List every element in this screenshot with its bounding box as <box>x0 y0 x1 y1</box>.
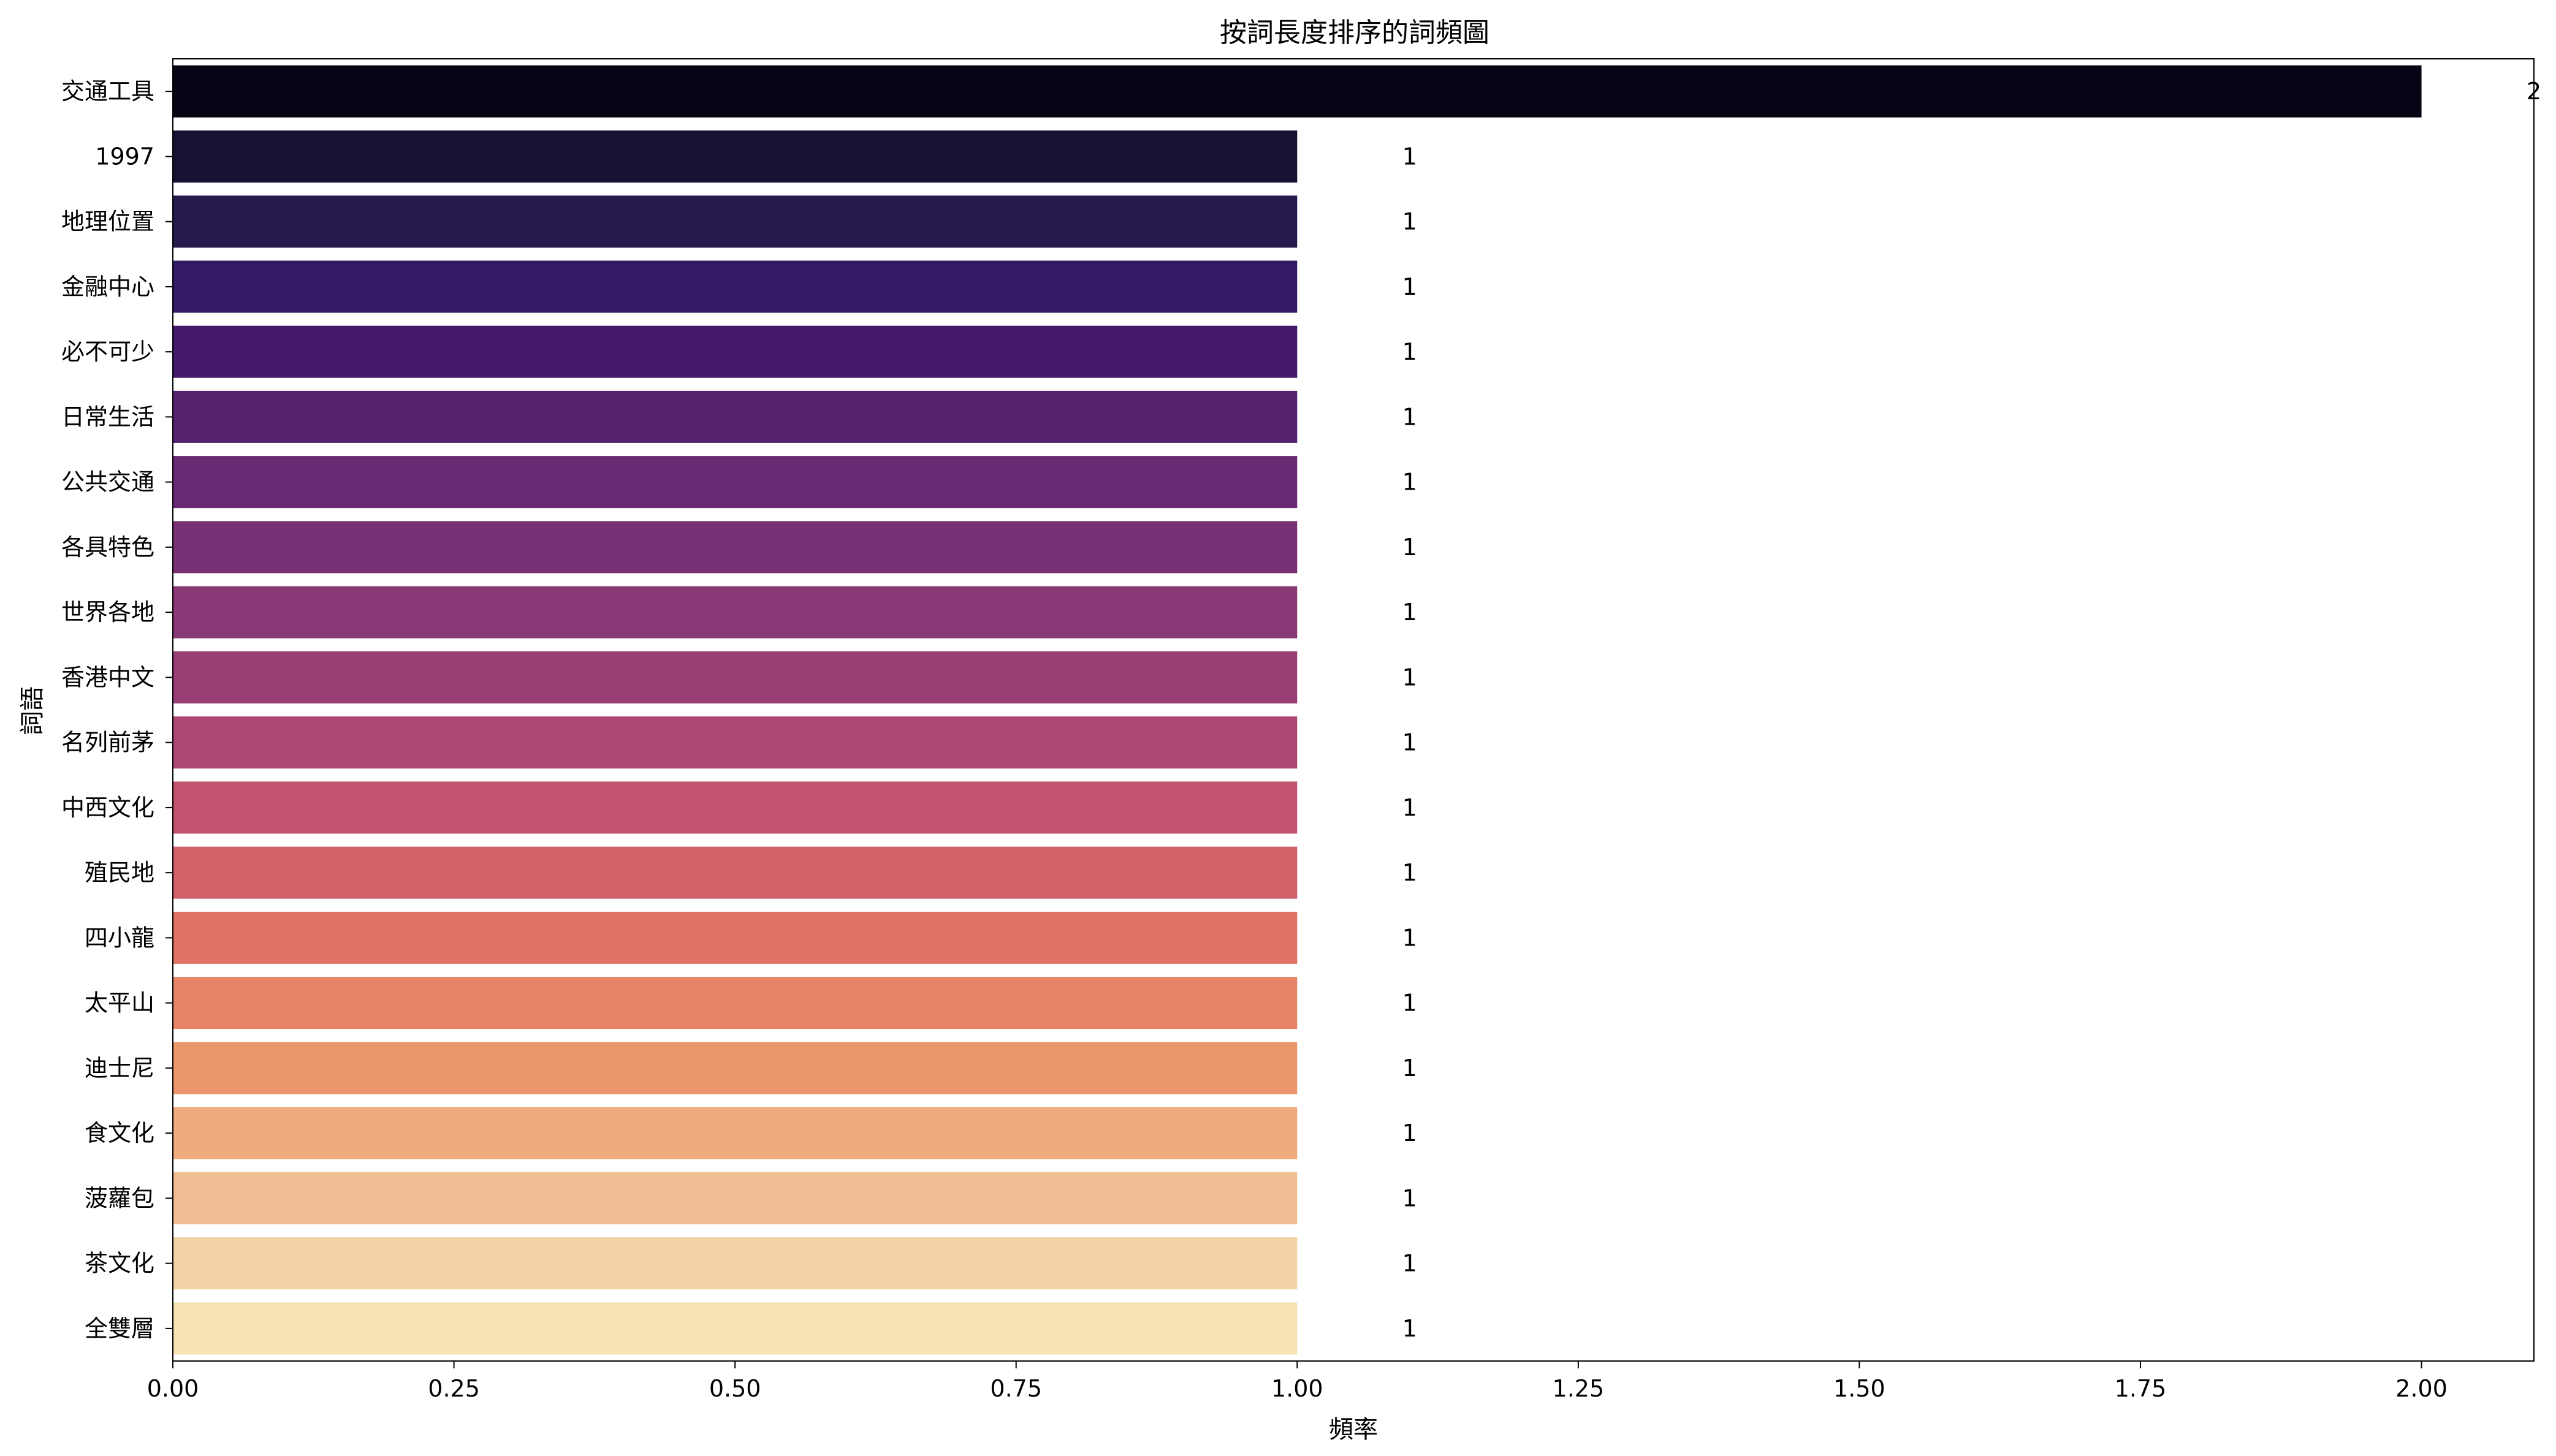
data-label: 1 <box>1402 924 1417 951</box>
x-tick-label: 1.50 <box>1833 1375 1885 1402</box>
data-label: 1 <box>1402 1055 1417 1082</box>
y-tick-label: 各具特色 <box>61 534 154 561</box>
bar <box>173 521 1298 574</box>
y-tick-label: 菠蘿包 <box>85 1185 154 1211</box>
bar <box>173 977 1298 1029</box>
y-tick-labels: 交通工具 1997 地理位置金融中心必不可少日常生活公共交通各具特色世界各地香港中文… <box>61 78 173 1342</box>
y-tick-label: 食文化 <box>85 1120 154 1147</box>
y-tick-label: 地理位置 <box>61 208 154 235</box>
data-label: 1 <box>1402 143 1417 170</box>
bar <box>173 781 1298 834</box>
plot-frame <box>172 58 2535 1362</box>
y-tick-label: 日常生活 <box>61 403 154 430</box>
bar <box>173 1042 1298 1094</box>
y-tick-label: 金融中心 <box>61 273 154 300</box>
y-axis-label: 詞語 <box>18 686 47 735</box>
data-label: 1 <box>1402 534 1417 561</box>
bar <box>173 911 1298 964</box>
data-label: 1 <box>1402 208 1417 235</box>
y-tick-label: 必不可少 <box>61 338 154 365</box>
bar <box>173 1107 1298 1159</box>
y-tick-label: 交通工具 <box>61 78 154 105</box>
x-tick-label: 0.75 <box>990 1375 1042 1402</box>
data-label: 1 <box>1402 794 1417 821</box>
y-tick-label: 中西文化 <box>61 794 154 821</box>
x-axis-ticks: 0.00 0.25 0.50 0.75 1.00 1.25 1.50 1.75 2.00 <box>147 1361 2448 1402</box>
bar <box>173 1237 1298 1290</box>
bar <box>173 651 1298 703</box>
x-tick-label: 1.25 <box>1553 1375 1605 1402</box>
y-tick-label: 1997 <box>95 143 154 170</box>
bar <box>173 716 1298 769</box>
x-tick-label: 2.00 <box>2395 1375 2448 1402</box>
bar <box>173 586 1298 639</box>
y-tick-label: 公共交通 <box>61 469 154 496</box>
x-axis-label: 頻率 <box>1329 1416 1378 1444</box>
data-label: 1 <box>1402 469 1417 496</box>
data-label: 1 <box>1402 1120 1417 1147</box>
y-tick-label: 太平山 <box>85 990 154 1017</box>
x-tick-label: 0.25 <box>428 1375 480 1402</box>
data-label: 1 <box>1402 403 1417 430</box>
bar <box>173 390 1298 443</box>
bar <box>173 65 2422 118</box>
data-label: 1 <box>1402 1250 1417 1277</box>
data-label: 1 <box>1402 599 1417 626</box>
y-tick-label: 世界各地 <box>61 599 154 626</box>
bar <box>173 456 1298 509</box>
chart-title: 按詞長度排序的詞頻圖 <box>1220 17 1489 48</box>
x-tick-label: 1.75 <box>2115 1375 2167 1402</box>
data-label: 1 <box>1402 1185 1417 1211</box>
data-label: 1 <box>1402 1315 1417 1342</box>
y-tick-label: 殖民地 <box>85 859 154 886</box>
bar <box>173 130 1298 183</box>
data-label: 1 <box>1402 859 1417 886</box>
bar <box>173 1302 1298 1355</box>
data-label: 1 <box>1402 729 1417 756</box>
data-label: 1 <box>1402 338 1417 365</box>
y-tick-label: 全雙層 <box>85 1315 154 1342</box>
x-tick-label: 1.00 <box>1271 1375 1323 1402</box>
bar <box>173 260 1298 313</box>
bar <box>173 846 1298 899</box>
y-tick-label: 名列前茅 <box>61 729 154 756</box>
y-tick-label: 香港中文 <box>61 664 154 691</box>
bar <box>173 195 1298 248</box>
y-tick-label: 迪士尼 <box>85 1055 154 1082</box>
bars-layer <box>173 65 2422 1355</box>
bar <box>173 325 1298 378</box>
data-label: 1 <box>1402 273 1417 300</box>
x-tick-label: 0.00 <box>147 1375 199 1402</box>
bar <box>173 1172 1298 1224</box>
y-tick-label: 四小龍 <box>85 924 154 951</box>
y-tick-label: 茶文化 <box>85 1250 154 1277</box>
data-label: 1 <box>1402 664 1417 691</box>
x-tick-label: 0.50 <box>709 1375 761 1402</box>
data-label: 1 <box>1402 990 1417 1017</box>
